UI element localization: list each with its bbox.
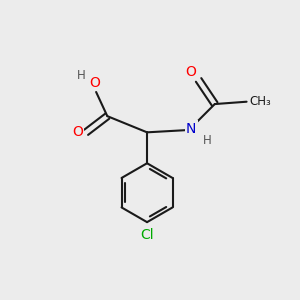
Text: H: H xyxy=(203,134,212,147)
Text: N: N xyxy=(186,122,196,136)
Text: O: O xyxy=(72,125,83,139)
Text: H: H xyxy=(76,69,85,82)
Text: O: O xyxy=(185,65,196,79)
Text: CH₃: CH₃ xyxy=(250,95,272,108)
Text: O: O xyxy=(89,76,100,90)
Text: Cl: Cl xyxy=(140,227,154,242)
